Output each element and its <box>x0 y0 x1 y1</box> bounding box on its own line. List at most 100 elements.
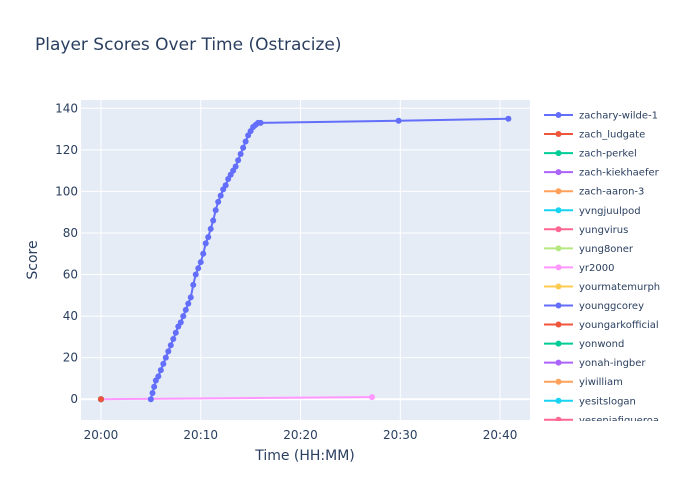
data-point <box>242 138 249 145</box>
chart-title: Player Scores Over Time (Ostracize) <box>35 35 342 55</box>
data-point <box>167 342 174 349</box>
legend-label: yung8oner <box>579 244 634 255</box>
data-point <box>170 335 177 342</box>
y-tick-label: 100 <box>55 184 78 198</box>
series-line <box>100 396 373 401</box>
x-tick-label: 20:00 <box>84 428 119 442</box>
y-tick-label: 60 <box>63 268 78 282</box>
legend-item[interactable]: yonwond <box>544 339 624 350</box>
y-tick-label: 20 <box>63 351 78 365</box>
legend-label: yvngjuulpod <box>579 206 641 217</box>
series-zach-ludgate <box>97 396 104 403</box>
legend-item[interactable]: younggcorey <box>544 301 644 312</box>
legend-swatch-marker <box>555 188 562 195</box>
data-point <box>190 281 197 288</box>
data-point <box>235 157 242 164</box>
legend-label: zach-perkel <box>579 149 637 160</box>
legend-label: yesitslogan <box>579 396 636 407</box>
legend-swatch-marker <box>555 207 562 214</box>
legend-swatch-marker <box>555 112 562 118</box>
legend-label: younggcorey <box>579 301 644 312</box>
legend-label: yonwond <box>579 339 624 350</box>
y-axis-title: Score <box>25 240 41 279</box>
data-point <box>97 396 104 403</box>
x-tick-label: 20:40 <box>483 428 518 442</box>
legend-item[interactable]: yung8oner <box>544 244 634 255</box>
data-point <box>172 329 179 336</box>
legend-item[interactable]: yungvirus <box>544 225 628 236</box>
legend-swatch-marker <box>555 283 562 290</box>
data-point <box>180 313 187 320</box>
legend-swatch-marker <box>555 359 562 366</box>
legend-swatch-marker <box>555 340 562 347</box>
data-point <box>237 151 244 158</box>
legend-label: zach-kiekhaefer <box>579 168 660 179</box>
data-point <box>202 240 209 247</box>
legend-item[interactable]: yesitslogan <box>544 396 636 407</box>
legend-items: zachary-wilde-1 zach_ludgate zach-perkel za… <box>544 111 660 426</box>
plot-background <box>81 100 530 420</box>
legend-item[interactable]: yourmatemurph <box>544 282 660 293</box>
x-tick-label: 20:10 <box>183 428 218 442</box>
legend-item[interactable]: zach-aaron-3 <box>544 187 644 198</box>
data-point <box>212 207 219 214</box>
data-point <box>165 348 172 355</box>
data-point <box>207 225 214 232</box>
data-point <box>162 354 169 361</box>
legend-swatch-marker <box>555 245 562 252</box>
y-tick-label: 140 <box>55 101 78 115</box>
y-tick-label: 0 <box>70 392 78 406</box>
legend-swatch-marker <box>555 416 562 421</box>
data-point <box>147 396 154 403</box>
legend-item[interactable]: yiwilliam <box>544 377 623 388</box>
legend-item[interactable]: yonah-ingber <box>544 358 646 369</box>
legend-item[interactable]: zachary-wilde-1 <box>544 111 658 122</box>
legend-label: zach_ludgate <box>579 130 645 141</box>
x-tick-label: 20:20 <box>283 428 318 442</box>
data-point <box>182 306 189 313</box>
legend-label: zachary-wilde-1 <box>579 111 658 122</box>
legend-label: zach-aaron-3 <box>579 187 644 198</box>
data-point <box>222 182 229 189</box>
legend-item[interactable]: youngarkofficial <box>544 320 659 331</box>
data-point <box>151 383 158 390</box>
legend-item[interactable]: zach-perkel <box>544 149 637 160</box>
legend-item[interactable]: yvngjuulpod <box>544 206 641 217</box>
legend-swatch-marker <box>555 302 562 309</box>
legend-swatch-marker <box>555 264 562 271</box>
data-point <box>195 265 202 272</box>
data-point <box>369 394 376 401</box>
legend-swatch-marker <box>555 150 562 157</box>
data-point <box>192 271 199 278</box>
data-point <box>185 300 192 307</box>
legend-item[interactable]: yeseniafigueroa <box>544 415 659 426</box>
data-point <box>215 198 222 205</box>
data-point <box>197 259 204 266</box>
series-zachary-wilde-1 <box>147 115 512 403</box>
data-point <box>177 319 184 326</box>
legend[interactable]: zachary-wilde-1 zach_ludgate zach-perkel za… <box>544 111 660 427</box>
legend-swatch-marker <box>555 131 562 138</box>
y-tick-label: 40 <box>63 309 78 323</box>
legend-label: yungvirus <box>579 225 628 236</box>
data-point <box>217 192 224 199</box>
legend-swatch-marker <box>555 169 562 176</box>
data-point <box>240 144 247 151</box>
x-axis-title: Time (HH:MM) <box>254 448 355 464</box>
legend-label: yeseniafigueroa <box>579 415 659 426</box>
legend-item[interactable]: zach-kiekhaefer <box>544 168 660 179</box>
legend-label: youngarkofficial <box>579 320 659 331</box>
y-tick-label: 120 <box>55 143 78 157</box>
data-point <box>210 217 217 224</box>
legend-swatch-marker <box>555 226 562 233</box>
data-point <box>505 115 512 122</box>
data-point <box>232 163 239 170</box>
data-point <box>200 250 207 257</box>
x-tick-label: 20:30 <box>383 428 418 442</box>
data-point <box>187 294 194 301</box>
legend-item[interactable]: zach_ludgate <box>544 130 645 141</box>
legend-label: yonah-ingber <box>579 358 646 369</box>
legend-label: yr2000 <box>579 263 614 274</box>
legend-item[interactable]: yr2000 <box>544 263 614 274</box>
